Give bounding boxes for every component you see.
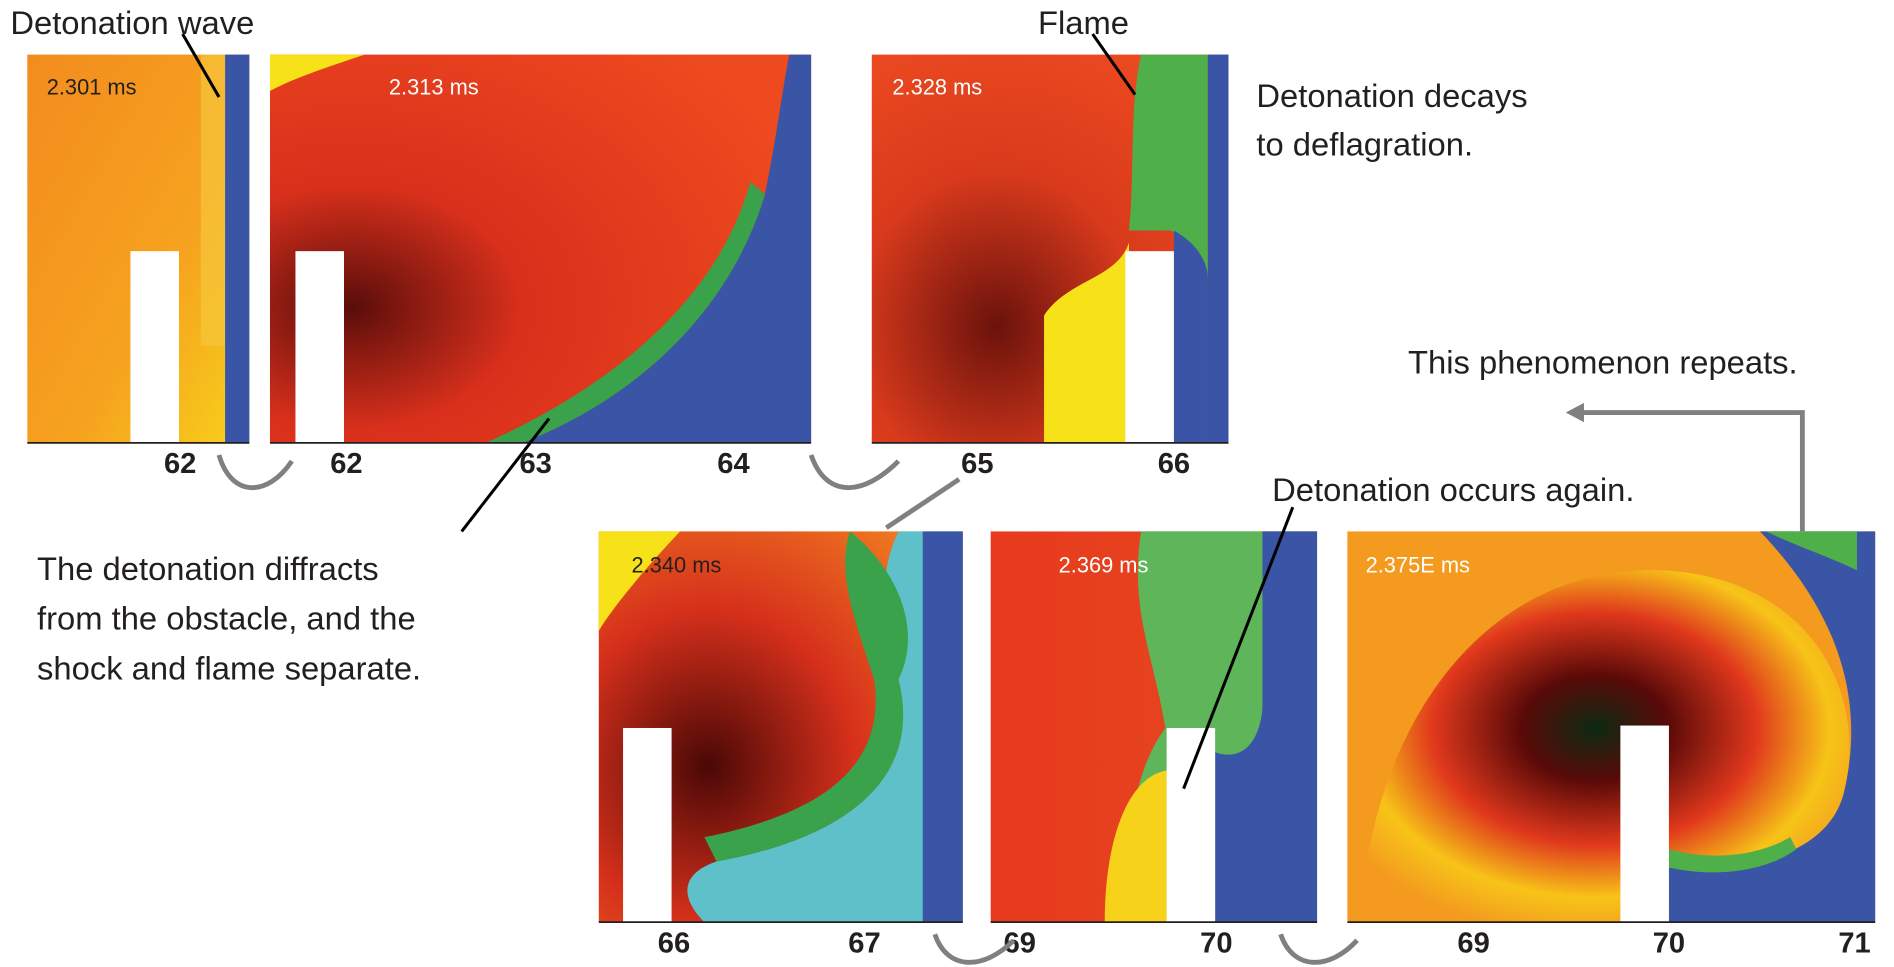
- time-label: 2.301 ms: [47, 75, 137, 100]
- tick-label: 67: [848, 927, 880, 959]
- tick-label: 71: [1838, 927, 1870, 959]
- unburnt: [1174, 231, 1208, 443]
- time-label: 2.313 ms: [389, 75, 479, 100]
- panel: 2.375E ms 69 70 71: [1347, 531, 1875, 959]
- annotation: Detonation occurs again.: [1272, 471, 1634, 508]
- time-label: 2.375E ms: [1366, 553, 1470, 578]
- obstacle: [1125, 251, 1174, 443]
- annotation: Detonation wave: [10, 4, 254, 41]
- unburnt: [1208, 55, 1229, 443]
- unburnt: [923, 531, 963, 922]
- time-label: 2.328 ms: [892, 75, 982, 100]
- annotation: to deflagration.: [1256, 125, 1473, 162]
- arrow: [886, 479, 959, 528]
- obstacle: [295, 251, 344, 443]
- tick-label: 70: [1653, 927, 1685, 959]
- tick-label: 70: [1200, 927, 1232, 959]
- annotation: shock and flame separate.: [37, 649, 421, 686]
- obstacle: [623, 728, 672, 922]
- annotation: Flame: [1038, 4, 1129, 41]
- annotation: This phenomenon repeats.: [1408, 344, 1798, 381]
- arrow-head: [1566, 403, 1584, 422]
- tick-label: 64: [717, 448, 750, 480]
- annotation: from the obstacle, and the: [37, 600, 416, 637]
- tick-label: 63: [519, 448, 551, 480]
- tick-label: 69: [1457, 927, 1489, 959]
- annotation: The detonation diffracts: [37, 550, 379, 587]
- tick-label: 65: [961, 448, 993, 480]
- figure: 2.301 ms 62 2.313 ms 62 63 64 2.328 ms 6…: [0, 0, 1894, 967]
- arrow: [811, 455, 898, 488]
- tick-label: 66: [658, 927, 690, 959]
- tick-label: 66: [1158, 448, 1190, 480]
- panel: 2.340 ms 66 67: [599, 531, 963, 959]
- cells: [201, 55, 228, 346]
- arrow: [1281, 934, 1357, 962]
- unburnt: [225, 55, 249, 443]
- annotation: Detonation decays: [1256, 77, 1527, 114]
- panel: 2.301 ms 62: [27, 55, 249, 481]
- time-label: 2.369 ms: [1059, 553, 1149, 578]
- obstacle: [130, 251, 179, 443]
- time-label: 2.340 ms: [632, 553, 722, 578]
- panel: 2.313 ms 62 63 64: [270, 55, 811, 481]
- obstacle: [1167, 728, 1216, 922]
- tick-label: 62: [164, 448, 196, 480]
- obstacle: [1620, 726, 1669, 923]
- arrow: [935, 934, 1014, 962]
- tick-label: 62: [330, 448, 362, 480]
- panel: 2.328 ms 65 66: [872, 55, 1229, 481]
- panel: 2.369 ms 69 70: [991, 531, 1317, 959]
- arrow: [219, 455, 292, 488]
